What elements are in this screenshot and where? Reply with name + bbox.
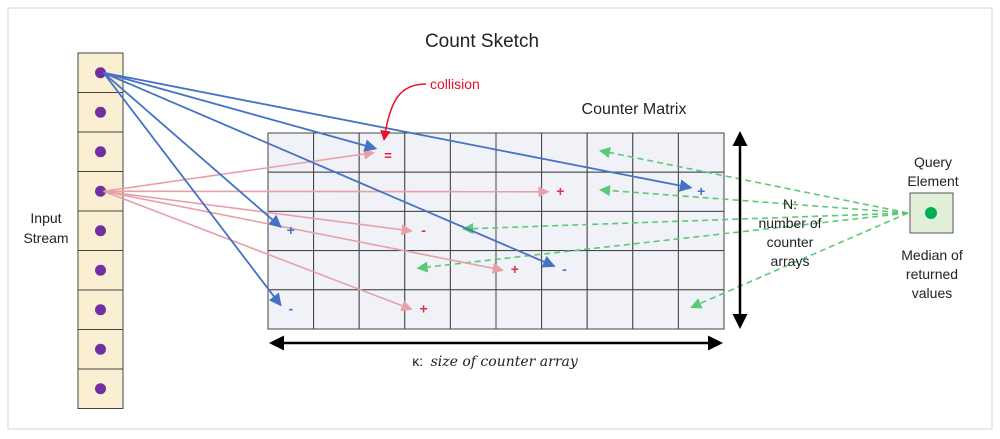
hash-arrow-element-4 xyxy=(103,148,376,193)
median-label-line: Median of xyxy=(901,247,963,263)
query-element-label: Query Element xyxy=(907,154,958,189)
query-arrow xyxy=(598,147,909,214)
blue-counter-sign: - xyxy=(562,261,567,277)
counter-array-size-label: κ: size of counter array xyxy=(412,353,579,370)
collision-pointer xyxy=(380,83,427,142)
input-stream-label-line1: Input xyxy=(30,210,61,226)
input-element-dot xyxy=(95,343,106,355)
hash-arrow-element-1 xyxy=(102,72,282,307)
counter-cell xyxy=(404,250,451,291)
counter-matrix xyxy=(267,132,725,330)
blue-counter-sign: - xyxy=(288,300,293,316)
counter-cell xyxy=(677,289,725,330)
pink-counter-sign: + xyxy=(420,300,428,316)
pink-counter-sign: - xyxy=(421,222,426,238)
input-element-dot xyxy=(95,383,106,395)
counter-cell xyxy=(677,132,725,173)
counter-cell xyxy=(541,289,588,330)
median-label: Median of returned values xyxy=(901,247,963,301)
hash-arrow-element-4 xyxy=(103,190,504,274)
counter-cell xyxy=(449,289,497,330)
counter-matrix-title: Counter Matrix xyxy=(582,101,687,118)
counter-cell xyxy=(632,289,679,330)
counter-cell xyxy=(677,210,725,252)
hash-arrow-element-4 xyxy=(103,190,413,236)
counter-cell xyxy=(404,210,451,252)
pink-counter-sign: + xyxy=(556,183,564,199)
input-element-dot xyxy=(95,264,106,276)
counter-cell xyxy=(449,250,497,291)
counter-cell xyxy=(677,250,725,291)
counter-cell xyxy=(313,289,360,330)
input-element-dot xyxy=(95,185,106,197)
hash-arrow-element-4 xyxy=(103,190,413,312)
counter-arrays-label-line: N: xyxy=(783,196,797,212)
counter-cell xyxy=(313,250,360,291)
input-element-dot xyxy=(95,146,106,158)
query-element-dot xyxy=(925,207,937,219)
counter-cell xyxy=(358,289,406,330)
counter-cell xyxy=(495,289,543,330)
pink-counter-sign: + xyxy=(511,261,519,277)
input-element-dot xyxy=(95,225,106,237)
blue-counter-sign: + xyxy=(287,222,295,238)
diagram-title: Count Sketch xyxy=(425,31,539,52)
counter-cell xyxy=(541,210,588,252)
counter-cell xyxy=(677,171,725,212)
collision-mark: = xyxy=(384,148,392,163)
counter-cell xyxy=(449,132,497,173)
median-label-line: returned xyxy=(906,266,958,282)
counter-cell xyxy=(358,210,406,252)
hash-arrow-element-1 xyxy=(103,71,378,152)
collision-label: collision xyxy=(430,76,480,92)
counter-cell xyxy=(632,250,679,291)
input-stream xyxy=(77,52,124,409)
counter-cell xyxy=(632,210,679,252)
hash-arrows xyxy=(102,71,909,312)
counter-arrays-label-line: counter xyxy=(767,234,814,250)
counter-arrays-label-line: number of xyxy=(758,215,821,231)
hash-arrow-element-1 xyxy=(103,71,556,268)
query-arrow xyxy=(598,184,909,214)
query-arrow xyxy=(462,212,909,235)
query-element-label-line: Query xyxy=(914,154,952,170)
counter-cell xyxy=(313,210,360,252)
counter-cell xyxy=(586,289,634,330)
input-element-dot xyxy=(95,67,106,79)
hash-arrow-element-4 xyxy=(103,186,550,198)
counter-cell xyxy=(586,250,634,291)
counter-cell xyxy=(495,132,543,173)
input-stream-label-line2: Stream xyxy=(23,230,68,246)
median-label-line: values xyxy=(912,285,952,301)
counter-cell xyxy=(632,132,679,173)
counter-cell xyxy=(358,132,406,173)
hash-arrow-element-1 xyxy=(103,71,693,192)
counter-signs: + + - - + - + + xyxy=(287,183,706,317)
kappa-description: size of counter array xyxy=(431,354,579,370)
counter-arrays-label-line: arrays xyxy=(771,253,810,269)
query-element-label-line: Element xyxy=(907,173,958,189)
counter-arrays-label: N: number of counter arrays xyxy=(758,196,821,269)
counter-cell xyxy=(358,250,406,291)
blue-counter-sign: + xyxy=(697,183,705,199)
kappa-symbol: κ: xyxy=(412,353,423,369)
query-arrow xyxy=(416,212,909,273)
input-element-dot xyxy=(95,106,106,118)
hash-arrow-element-1 xyxy=(102,72,282,228)
input-element-dot xyxy=(95,304,106,316)
